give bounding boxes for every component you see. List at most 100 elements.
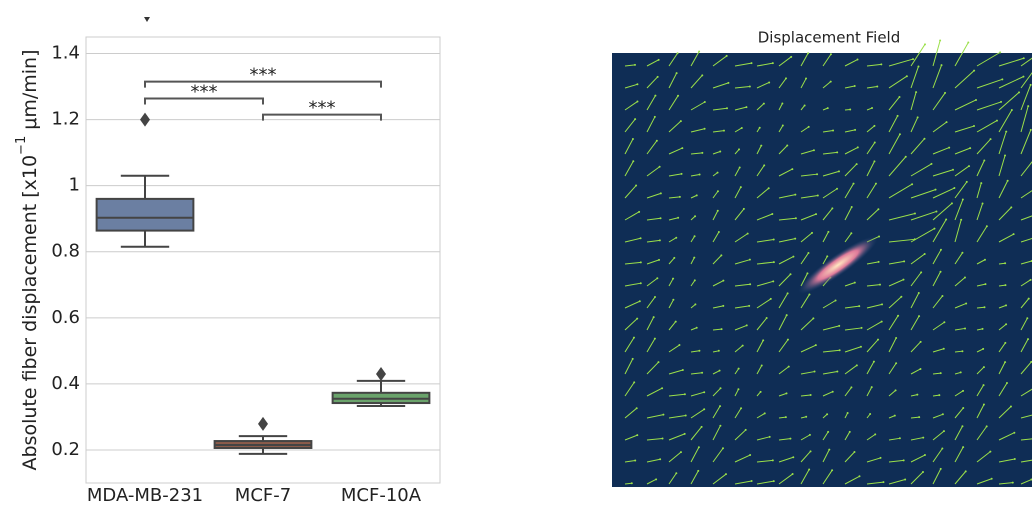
vector-arrow (778, 256, 794, 265)
vector-tip (973, 69, 976, 72)
vector-tip (725, 107, 728, 110)
vector-arrow (800, 52, 809, 67)
vector-arrow (624, 318, 638, 331)
vector-arrow (866, 433, 876, 441)
vector-tip (750, 480, 753, 483)
vector-arrow (822, 349, 840, 353)
vector-tip (745, 106, 748, 109)
vector-tip (758, 126, 761, 129)
vector-tip (639, 282, 642, 285)
vector-tip (1004, 361, 1007, 364)
vector-tip (762, 102, 765, 105)
vector-arrow (954, 219, 962, 243)
vector-arrow (866, 125, 875, 133)
vector-tip (836, 370, 839, 373)
vector-tip (960, 218, 963, 221)
vector-arrow (822, 151, 838, 155)
vector-arrow (910, 272, 922, 287)
vector-tip (962, 446, 965, 449)
vector-arrow (888, 437, 900, 441)
vector-arrow (932, 40, 941, 67)
vector-tip (941, 447, 944, 450)
vector-arrow (888, 363, 897, 375)
vector-tip (659, 458, 662, 461)
vector-arrow (734, 305, 750, 309)
vector-arrow (1020, 438, 1032, 441)
vector-tip (767, 187, 770, 190)
vector-arrow (690, 280, 696, 287)
vector-tip (701, 151, 704, 154)
vector-arrow (998, 382, 1008, 397)
vector-tip (943, 321, 946, 324)
vector-arrow (624, 407, 637, 419)
vector-arrow (668, 344, 680, 353)
vector-tip (786, 338, 789, 341)
vector-tip (639, 237, 642, 240)
x-tick-label: MCF-7 (235, 485, 291, 506)
vector-arrow (866, 161, 875, 177)
vector-tip (1027, 338, 1030, 341)
vector-arrow (822, 391, 833, 397)
vector-tip (749, 283, 752, 286)
vector-tip (633, 381, 636, 384)
vector-arrow (1020, 279, 1031, 287)
vector-tip (877, 338, 880, 341)
vector-arrow (756, 213, 773, 221)
vector-arrow (646, 437, 663, 441)
vector-tip (982, 403, 985, 406)
vector-tip (693, 235, 696, 238)
vector-tip (698, 173, 701, 176)
vector-tip (655, 478, 658, 481)
vector-arrow (778, 125, 784, 133)
vector-tip (807, 125, 810, 128)
vector-arrow (998, 432, 1015, 441)
vector-tip (655, 139, 658, 142)
vector-tip (634, 459, 637, 462)
vector-arrow (778, 293, 789, 309)
vector-tip (1011, 481, 1014, 484)
vector-arrow (778, 416, 786, 419)
vector-tip (904, 478, 907, 481)
vector-arrow (844, 282, 855, 287)
vector-arrow (998, 482, 1013, 485)
vector-tip (678, 344, 681, 347)
vector-arrow (932, 147, 950, 155)
vector-arrow (998, 155, 1006, 177)
vector-tip (933, 227, 936, 230)
vector-arrow (910, 91, 917, 111)
vector-arrow (866, 85, 878, 89)
vector-tip (829, 80, 832, 83)
vector-arrow (998, 131, 1007, 155)
vector-arrow (954, 390, 964, 397)
vector-arrow (668, 52, 678, 67)
vector-tip (787, 365, 790, 368)
vector-tip (962, 389, 965, 392)
vector-tip (790, 55, 793, 58)
vector-arrow (778, 145, 788, 155)
vector-tip (658, 165, 661, 168)
vector-arrow (866, 284, 881, 287)
vector-arrow (690, 350, 700, 353)
vector-tip (982, 384, 985, 387)
vector-tip (873, 141, 876, 144)
vector-tip (814, 344, 817, 347)
significance-bracket (262, 113, 382, 121)
vector-arrow (954, 350, 963, 353)
vector-tip (984, 283, 987, 286)
vector-tip (703, 408, 706, 411)
vector-arrow (910, 315, 920, 331)
vector-tip (876, 85, 879, 88)
plot-frame (85, 36, 441, 484)
vector-tip (913, 212, 916, 215)
vector-tip (877, 260, 880, 263)
vector-arrow (668, 369, 683, 375)
vector-arrow (1020, 479, 1032, 485)
vector-arrow (646, 478, 657, 485)
vector-tip (904, 155, 907, 158)
vector-tip (638, 210, 641, 213)
vector-tip (873, 160, 876, 163)
vector-tip (903, 260, 906, 263)
vector-arrow (712, 130, 725, 133)
vector-arrow (624, 211, 640, 221)
